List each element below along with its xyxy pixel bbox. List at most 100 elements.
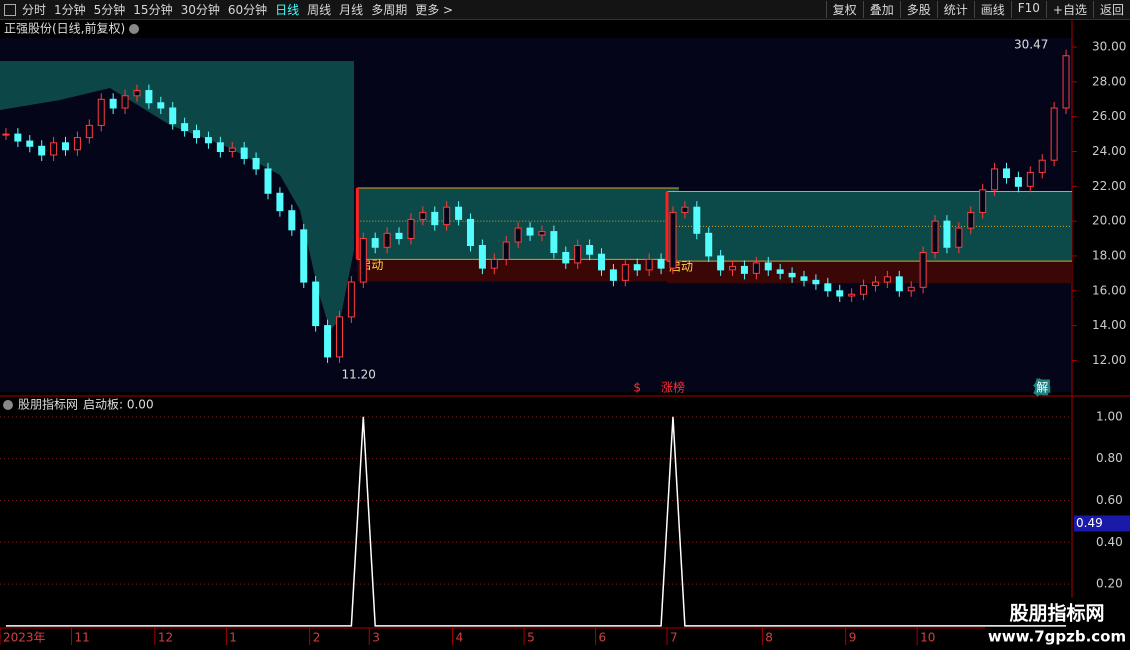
toolbar-button[interactable]: 统计	[936, 1, 974, 18]
candle-body	[145, 90, 153, 104]
candle-body	[871, 281, 879, 287]
candle-body	[157, 102, 165, 109]
candle-body	[574, 245, 582, 264]
toolbar-button[interactable]: 多周期	[371, 3, 408, 17]
candle-body	[97, 98, 105, 126]
candle-body	[419, 211, 427, 220]
candle-body	[955, 227, 963, 248]
toolbar-button[interactable]: 多股	[899, 1, 937, 18]
watermark-box	[985, 598, 1130, 650]
candle-body	[490, 258, 498, 269]
candle-body	[216, 142, 224, 153]
candle-body	[371, 238, 379, 248]
candle-body	[907, 286, 915, 292]
candle-body	[586, 245, 594, 255]
candle-body	[300, 229, 308, 283]
toolbar-button[interactable]: 叠加	[862, 1, 900, 18]
y-tick-label: 0.20	[1096, 577, 1123, 591]
toolbar-button[interactable]: 更多 >	[415, 3, 454, 17]
menu-icon[interactable]	[4, 3, 16, 16]
candle-body	[288, 210, 296, 231]
indicator-title: 股朋指标网	[18, 397, 78, 412]
zone-base	[357, 259, 679, 282]
candle-body	[228, 147, 236, 153]
y-tick-label: 24.00	[1092, 144, 1126, 158]
zone-base	[667, 261, 1072, 284]
candle-body	[860, 285, 868, 295]
toolbar-button[interactable]: F10	[1010, 1, 1046, 18]
candle-body	[1062, 55, 1070, 109]
toolbar: 分时 1分钟 5分钟 15分钟 30分钟 60分钟 日线 周线 月线 多周期 更多 > 复权 叠加 多股…	[0, 0, 1130, 20]
candle-body	[979, 189, 987, 213]
candle-body	[466, 218, 474, 247]
toolbar-button[interactable]: 30分钟	[180, 3, 220, 17]
candle-body	[657, 258, 665, 269]
candle-body	[943, 220, 951, 248]
candle-body	[478, 245, 486, 269]
candle-body	[717, 255, 725, 271]
candle-body	[967, 211, 975, 229]
event-marker: $	[633, 381, 641, 395]
date-label: 4	[456, 631, 464, 645]
candle-body	[62, 142, 70, 151]
candle-body	[633, 264, 641, 271]
y-tick-label: 28.00	[1092, 74, 1126, 88]
y-tick-label: 14.00	[1092, 318, 1126, 332]
low-label: 11.20	[342, 368, 376, 382]
candle-body	[335, 316, 343, 358]
y-tick-label: 30.00	[1092, 40, 1126, 54]
candle-body	[347, 281, 355, 318]
candle-body	[752, 262, 760, 274]
toolbar-button[interactable]: 15分钟	[133, 3, 173, 17]
toolbar-button[interactable]: +自选	[1045, 1, 1093, 18]
toolbar-button[interactable]: 5分钟	[93, 3, 126, 17]
candle-body	[455, 206, 463, 220]
candle-body	[26, 140, 34, 147]
toolbar-button[interactable]: 复权	[825, 1, 863, 18]
candle-body	[609, 269, 617, 281]
candle-body	[848, 293, 856, 297]
toolbar-button[interactable]: 1分钟	[54, 3, 86, 17]
candle-body	[359, 238, 367, 283]
toolbar-button[interactable]: 月线	[339, 3, 364, 17]
candle-body	[669, 211, 677, 269]
zone-fill	[667, 191, 1072, 262]
date-label: 9	[849, 631, 857, 645]
indicator-icon[interactable]	[3, 400, 13, 410]
candle-body	[109, 98, 117, 109]
date-label: 3	[372, 631, 380, 645]
indicator-name: 启动板: 0.00	[83, 398, 154, 412]
title-icon[interactable]	[129, 24, 139, 34]
toolbar-button[interactable]: 画线	[973, 1, 1011, 18]
chart-title: 正强股份(日线,前复权)	[4, 21, 125, 36]
y-tick-label: 1.00	[1096, 409, 1123, 423]
candle-body	[514, 227, 522, 243]
cursor-box	[1074, 515, 1130, 532]
candle-body	[681, 206, 689, 213]
candle-body	[562, 251, 570, 264]
candle-body	[395, 232, 403, 240]
watermark-url: www.7gpzb.com	[988, 628, 1126, 646]
toolbar-button[interactable]: 周线	[307, 3, 332, 17]
date-label: 1	[229, 631, 237, 645]
date-label: 6	[599, 631, 607, 645]
candle-body	[526, 227, 534, 236]
candle-body	[73, 137, 81, 151]
candle-body	[1050, 107, 1058, 161]
candle-body	[836, 290, 844, 297]
candle-body	[895, 276, 903, 292]
toolbar-button[interactable]: 分时	[22, 3, 47, 17]
toolbar-button[interactable]: 日线	[275, 3, 300, 17]
candle-body	[240, 147, 248, 159]
toolbar-button[interactable]: 返回	[1092, 1, 1130, 18]
candle-body	[324, 325, 332, 358]
toolbar-button[interactable]: 60分钟	[227, 3, 268, 17]
date-label: 10	[920, 631, 935, 645]
y-tick-label: 0.60	[1096, 493, 1123, 507]
candle-body	[800, 276, 808, 281]
candle-body	[133, 90, 141, 97]
y-tick-label: 0.80	[1096, 451, 1123, 465]
candle-body	[85, 124, 93, 139]
candle-body	[312, 281, 320, 327]
candle-body	[431, 211, 439, 226]
